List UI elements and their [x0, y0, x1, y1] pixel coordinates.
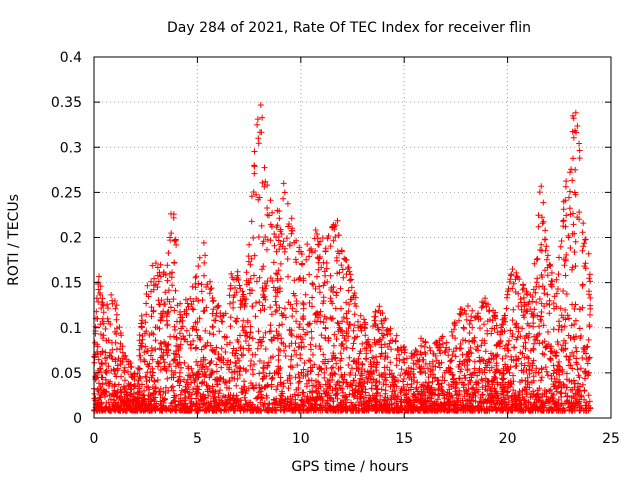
- x-tick-label: 20: [499, 431, 517, 447]
- grid-lines: [94, 57, 611, 418]
- x-tick-label: 5: [193, 431, 202, 447]
- data-points: [91, 102, 594, 414]
- y-tick-label: 0.15: [51, 276, 82, 292]
- chart-title: Day 284 of 2021, Rate Of TEC Index for r…: [167, 20, 531, 36]
- axis-ticks: [93, 56, 612, 419]
- x-tick-labels: 0 5 10 15 20 25: [90, 431, 620, 447]
- x-axis-label: GPS time / hours: [291, 459, 408, 475]
- y-tick-label: 0.1: [60, 321, 82, 337]
- x-tick-label: 0: [90, 431, 99, 447]
- y-tick-label: 0.2: [60, 231, 82, 247]
- x-tick-label: 10: [292, 431, 310, 447]
- y-tick-label: 0: [73, 411, 82, 427]
- x-tick-label: 25: [602, 431, 620, 447]
- y-axis-label: ROTI / TECUs: [6, 194, 22, 286]
- x-tick-label: 15: [395, 431, 413, 447]
- y-tick-label: 0.05: [51, 366, 82, 382]
- roti-point-markers: [91, 102, 594, 414]
- y-tick-label: 0.35: [51, 95, 82, 111]
- y-tick-label: 0.4: [60, 50, 82, 66]
- y-tick-labels: 0 0.05 0.1 0.15 0.2 0.25 0.3 0.35 0.4: [51, 50, 82, 427]
- y-tick-label: 0.3: [60, 140, 82, 156]
- y-tick-label: 0.25: [51, 185, 82, 201]
